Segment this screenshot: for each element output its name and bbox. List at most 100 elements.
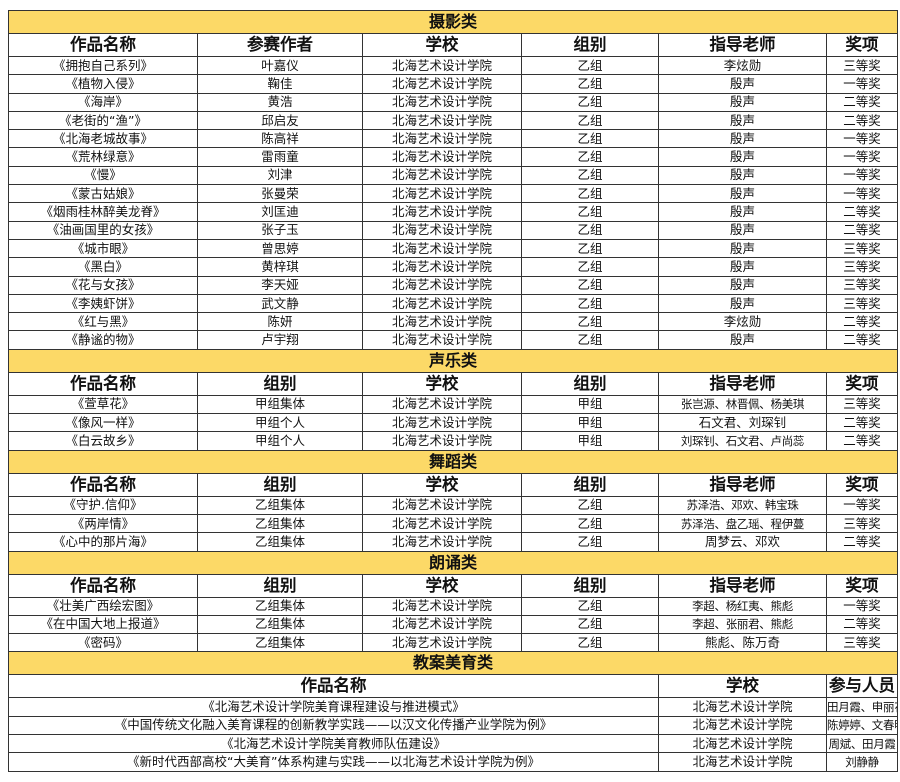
table-row: 《密码》 乙组集体 北海艺术设计学院 乙组 熊彪、陈万奇 三等奖 (8, 633, 899, 653)
column-header-row: 作品名称 参赛作者 学校 组别 指导老师 奖项 (8, 33, 899, 57)
table-cell: 《植物入侵》 (8, 74, 198, 94)
table-cell: 殷声 (658, 147, 827, 167)
table-row: 《海岸》 黄浩 北海艺术设计学院 乙组 殷声 二等奖 (8, 92, 899, 112)
table-cell: 甲组个人 (197, 431, 363, 451)
column-header: 作品名称 (8, 674, 659, 699)
table-cell: 周斌、田月霞 (825, 734, 899, 754)
column-header: 组别 (521, 573, 659, 598)
table-cell: 北海艺术设计学院 (362, 312, 522, 332)
table-row: 《新时代西部高校“大美育”体系构建与实践——以北海艺术设计学院为例》 北海艺术设计… (8, 752, 899, 772)
table-cell: 三等奖 (825, 293, 899, 314)
table-row: 《慢》 刘津 北海艺术设计学院 乙组 殷声 一等奖 (8, 165, 899, 186)
table-cell: 刘琛钊、石文君、卢尚蕊 (658, 431, 827, 451)
table-cell: 石文君、刘琛钊 (658, 413, 827, 433)
table-cell: 二等奖 (825, 312, 899, 332)
section-title-row: 朗诵类 (7, 550, 899, 575)
table-row: 《白云故乡》 甲组个人 北海艺术设计学院 甲组 刘琛钊、石文君、卢尚蕊 二等奖 (8, 431, 899, 451)
table-row: 《两岸情》 乙组集体 北海艺术设计学院 乙组 苏泽浩、盘乙瑶、程伊蔓 三等奖 (8, 513, 899, 534)
section-title-row: 舞蹈类 (7, 449, 899, 474)
table-row: 《黑白》 黄梓琪 北海艺术设计学院 乙组 殷声 三等奖 (8, 257, 899, 277)
table-cell: 《荒林绿意》 (8, 147, 198, 167)
table-cell: 刘津 (197, 165, 363, 186)
column-header: 奖项 (825, 33, 899, 57)
table-cell: 北海艺术设计学院 (362, 275, 522, 295)
section-title: 舞蹈类 (7, 449, 899, 474)
table-cell: 乙组 (521, 220, 659, 240)
table-cell: 北海艺术设计学院 (658, 734, 827, 754)
table-cell: 一等奖 (825, 165, 899, 186)
table-row: 《静谧的物》 卢宇翔 北海艺术设计学院 乙组 殷声 二等奖 (8, 330, 899, 350)
table-cell: 《密码》 (8, 633, 198, 653)
table-cell: 二等奖 (825, 413, 899, 433)
table-cell: 乙组集体 (197, 532, 363, 552)
table-cell: 三等奖 (825, 275, 899, 295)
table-cell: 殷声 (658, 129, 827, 149)
table-cell: 《拥抱自己系列》 (8, 55, 198, 76)
column-header: 作品名称 (8, 371, 198, 396)
table-cell: 《心中的那片海》 (8, 532, 198, 552)
table-cell: 殷声 (658, 330, 827, 350)
table-cell: 一等奖 (825, 74, 899, 94)
table-cell: 三等奖 (825, 257, 899, 277)
column-header: 组别 (521, 33, 659, 57)
table-cell: 殷声 (658, 92, 827, 112)
column-header: 学校 (658, 674, 827, 699)
table-row: 《北海艺术设计学院美育课程建设与推进模式》北海艺术设计学院田月霞、申丽花、刘静静… (8, 697, 899, 717)
table-cell: 李炫勋 (658, 55, 827, 76)
table-cell: 《海岸》 (8, 92, 198, 112)
section-title: 教案美育类 (7, 651, 899, 676)
table-cell: 邱启友 (197, 110, 363, 131)
table-cell: 北海艺术设计学院 (362, 513, 522, 534)
table-cell: 北海艺术设计学院 (658, 715, 827, 736)
column-header-row: 作品名称学校参与人员奖项 (8, 674, 899, 699)
table-cell: 一等奖 (825, 147, 899, 167)
table-cell: 二等奖 (825, 330, 899, 350)
table-cell: 《北海艺术设计学院美育课程建设与推进模式》 (8, 697, 659, 717)
column-header: 奖项 (825, 472, 899, 497)
table-row: 《萱草花》 甲组集体 北海艺术设计学院 甲组 张岂源、林晋佩、杨美琪 三等奖 (8, 394, 899, 415)
table-row: 《花与女孩》 李天娅 北海艺术设计学院 乙组 殷声 三等奖 (8, 275, 899, 295)
table-cell: 《守护.信仰》 (8, 495, 198, 515)
table-cell: 三等奖 (825, 238, 899, 259)
table-cell: 乙组 (521, 55, 659, 76)
table-cell: 张曼荣 (197, 184, 363, 204)
table-cell: 三等奖 (825, 394, 899, 415)
table-cell: 雷雨童 (197, 147, 363, 167)
table-cell: 张岂源、林晋佩、杨美琪 (658, 394, 827, 415)
table-row: 《老街的“渔”》 邱启友 北海艺术设计学院 乙组 殷声 二等奖 (8, 110, 899, 131)
column-header: 学校 (362, 573, 522, 598)
table-cell: 甲组 (521, 394, 659, 415)
table-cell: 北海艺术设计学院 (362, 413, 522, 433)
table-cell: 陈婷婷、文春明、陈蔓延 (825, 715, 899, 736)
column-header: 学校 (362, 371, 522, 396)
table-cell: 《油画国里的女孩》 (8, 220, 198, 240)
table-row: 《壮美广西绘宏图》 乙组集体 北海艺术设计学院 乙组 李超、杨红夷、熊彪 一等奖 (8, 596, 899, 616)
table-cell: 甲组个人 (197, 413, 363, 433)
table-row: 《李姨虾饼》 武文静 北海艺术设计学院 乙组 殷声 三等奖 (8, 293, 899, 314)
table-cell: 刘匡迪 (197, 202, 363, 222)
table-cell: 北海艺术设计学院 (362, 495, 522, 515)
table-cell: 乙组 (521, 74, 659, 94)
column-header: 参与人员 (825, 674, 899, 699)
table-cell: 乙组集体 (197, 614, 363, 635)
table-cell: 乙组 (521, 532, 659, 552)
column-header-row: 作品名称 组别 学校 组别 指导老师 奖项 (8, 371, 899, 396)
table-cell: 《白云故乡》 (8, 431, 198, 451)
table-row: 《守护.信仰》 乙组集体 北海艺术设计学院 乙组 苏泽浩、邓欢、韩宝珠 一等奖 (8, 495, 899, 515)
table-cell: 殷声 (658, 110, 827, 131)
table-cell: 乙组 (521, 184, 659, 204)
column-header: 学校 (362, 33, 522, 57)
table-row: 《烟雨桂林醉美龙脊》 刘匡迪 北海艺术设计学院 乙组 殷声 二等奖 (8, 202, 899, 222)
table-cell: 殷声 (658, 74, 827, 94)
table-cell: 三等奖 (825, 55, 899, 76)
column-header: 指导老师 (658, 33, 827, 57)
column-header: 指导老师 (658, 371, 827, 396)
table-cell: 《北海艺术设计学院美育教师队伍建设》 (8, 734, 659, 754)
table-cell: 乙组 (521, 238, 659, 259)
column-header: 作品名称 (8, 573, 198, 598)
table-cell: 殷声 (658, 293, 827, 314)
table-cell: 《萱草花》 (8, 394, 198, 415)
table-cell: 甲组集体 (197, 394, 363, 415)
table-cell: 北海艺术设计学院 (362, 92, 522, 112)
column-header: 指导老师 (658, 573, 827, 598)
